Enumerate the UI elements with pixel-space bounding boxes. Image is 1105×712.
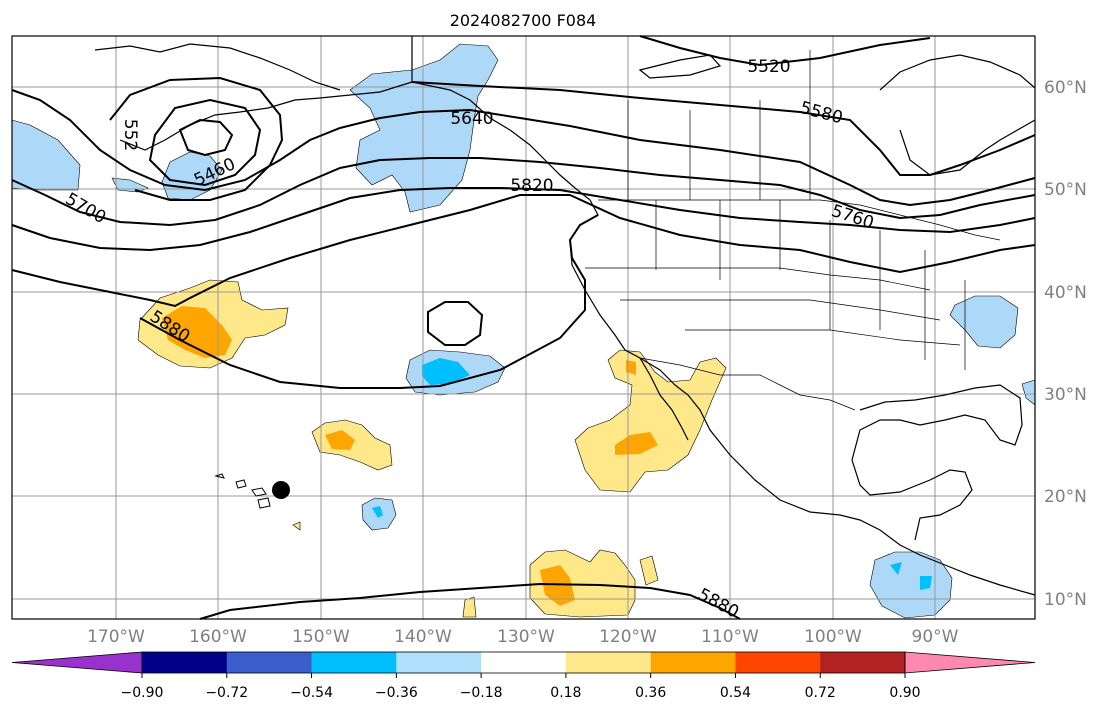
anomaly-core-west-pacific (162, 306, 232, 358)
lon-label-90w: 90°W (912, 627, 959, 647)
colorbar-tick-label: −0.18 (460, 685, 503, 701)
anomaly-area-gulf-alaska (349, 43, 499, 213)
colorbar-extend-max (904, 651, 1036, 674)
lon-label-160w: 160°W (189, 627, 247, 647)
coastline-hudson (879, 54, 1036, 91)
colorbar-segment (396, 652, 482, 673)
colorbar-segment (311, 652, 397, 673)
map-title: 2024082700 F084 (450, 11, 597, 30)
colorbar-outline (141, 651, 906, 674)
longitude-axis: 170°W 160°W 150°W 140°W 130°W 120°W 110°… (87, 627, 959, 647)
anomaly-core-central-america-1 (890, 562, 902, 575)
border-states-3 (620, 299, 941, 321)
anomaly-area-west-edge (11, 119, 81, 191)
colorbar-segment (650, 652, 736, 673)
colorbar-ticks: −0.90 −0.72 −0.54 −0.36 −0.18 0.18 0.36 0.54 0.7… (121, 673, 921, 701)
latitude-axis: 60°N 50°N 40°N 30°N 20°N 10°N (1044, 78, 1087, 610)
anomaly-core-baja-2 (615, 432, 658, 455)
storm-marker-dot (272, 481, 290, 499)
map-border (11, 35, 1036, 620)
colorbar-tick-label: 0.36 (635, 685, 666, 701)
contour-5820 (11, 194, 1036, 308)
contour-5520 (639, 35, 931, 67)
colorbar-extend-min (11, 651, 143, 674)
border-us-mexico (639, 357, 856, 411)
colorbar: −0.90 −0.72 −0.54 −0.36 −0.18 0.18 0.36 0.54 0.7… (11, 651, 1036, 701)
colorbar-tick-label: 0.90 (889, 685, 920, 701)
graticule (12, 36, 1035, 619)
lat-label-50n: 50°N (1044, 180, 1087, 200)
coastline-labrador (899, 119, 1036, 176)
colorbar-segments (11, 651, 1036, 674)
lon-label-170w: 170°W (87, 627, 145, 647)
colorbar-segment (565, 652, 652, 673)
anomaly-area-great-lakes (949, 295, 1019, 349)
contour-label-552: 552 (120, 119, 140, 151)
coastline-baja (639, 357, 689, 441)
anomaly-area-baja (574, 349, 727, 493)
colorbar-segment (142, 652, 228, 673)
lat-label-30n: 30°N (1044, 385, 1087, 405)
contour-ring (427, 301, 484, 346)
coastline-gulf-mexico (851, 384, 1023, 541)
map-panel: 5520 5580 5640 5460 552 5700 5820 5760 5… (11, 35, 1036, 623)
height-contours (11, 35, 1036, 620)
coastline-greenland (638, 54, 722, 79)
colorbar-segment (735, 652, 821, 673)
anomaly-fills (11, 43, 1036, 619)
lat-label-60n: 60°N (1044, 78, 1087, 98)
anomaly-area-south-small (639, 555, 659, 586)
lat-label-40n: 40°N (1044, 283, 1087, 303)
border-states-2 (585, 267, 931, 291)
colorbar-tick-label: 0.72 (805, 685, 836, 701)
lon-label-100w: 100°W (804, 627, 862, 647)
colorbar-tick-label: 0.18 (550, 685, 581, 701)
anomaly-core-central-america-2 (920, 576, 932, 590)
border-states-4 (685, 329, 961, 346)
colorbar-segment (481, 652, 567, 673)
contour-label-5520: 5520 (747, 57, 790, 77)
lon-label-150w: 150°W (292, 627, 350, 647)
colorbar-tick-label: 0.54 (720, 685, 751, 701)
colorbar-tick-label: −0.36 (375, 685, 418, 701)
contour-5700 (11, 157, 1036, 227)
hawaii-islands (214, 473, 271, 509)
contour-5640 (11, 89, 1036, 207)
anomaly-area-south-small-2 (462, 596, 477, 618)
colorbar-tick-label: −0.54 (290, 685, 333, 701)
coastline-west-america (411, 36, 1036, 596)
colorbar-segment (226, 652, 313, 673)
lat-label-10n: 10°N (1044, 590, 1087, 610)
anomaly-core-subtropical (325, 430, 355, 450)
lat-label-20n: 20°N (1044, 487, 1087, 507)
contour-5880-south (199, 582, 741, 620)
coastline-alaska-south (119, 81, 413, 151)
coastline-alaska-north (94, 43, 341, 91)
lon-label-120w: 120°W (599, 627, 657, 647)
lon-label-140w: 140°W (394, 627, 452, 647)
border-canada-provinces (627, 50, 811, 200)
anomaly-area-hawaii-small (292, 521, 301, 531)
contour-5760 (11, 187, 1036, 252)
colorbar-tick-label: −0.90 (121, 685, 164, 701)
contour-5880-north (139, 214, 599, 389)
contour-552 (109, 76, 284, 201)
contour-label-5820: 5820 (510, 176, 553, 196)
contour-5580 (411, 81, 1036, 176)
anomaly-core-central-pacific (422, 358, 470, 385)
contour-low-center (178, 118, 234, 157)
lon-label-130w: 130°W (497, 627, 555, 647)
anomaly-core-south-pacific (540, 565, 575, 606)
contour-label-5640: 5640 (450, 109, 493, 129)
anomaly-core-hawaii (372, 506, 383, 518)
colorbar-tick-label: −0.72 (205, 685, 248, 701)
colorbar-segment (820, 652, 906, 673)
contour-5460 (148, 98, 262, 187)
coastlines (94, 36, 1036, 596)
lon-label-110w: 110°W (701, 627, 759, 647)
